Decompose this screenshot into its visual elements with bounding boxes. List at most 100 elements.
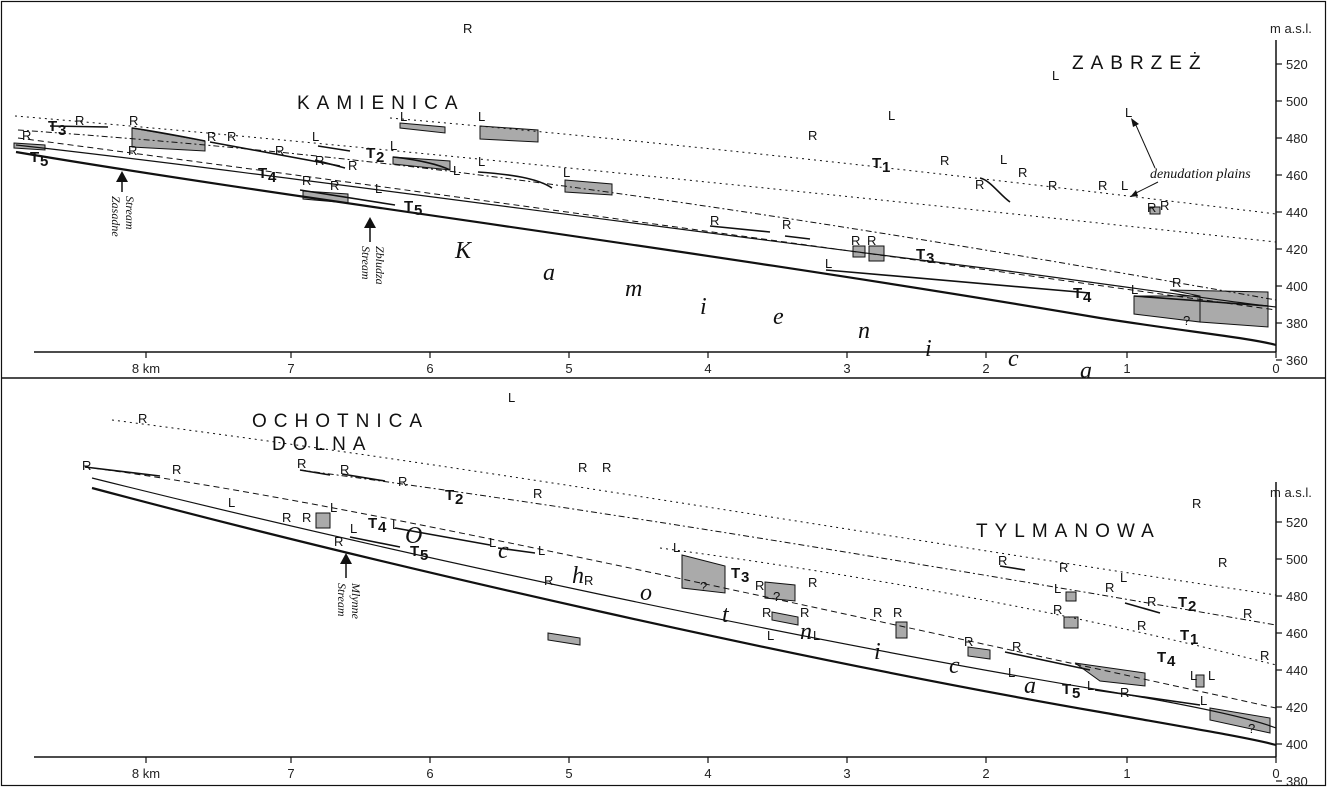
top-terrace-t4 <box>17 137 1277 311</box>
left-bank-label: L <box>489 535 496 550</box>
left-bank-label: L <box>1120 570 1127 585</box>
deposit <box>764 581 796 602</box>
deposit <box>1063 616 1079 629</box>
river-letter: O <box>405 523 422 549</box>
place-kamienica: KAMIENICA <box>297 93 465 114</box>
right-bank-label: R <box>207 129 216 144</box>
segment <box>84 466 161 477</box>
right-bank-label: R <box>975 177 984 192</box>
terrace-subscript: 4 <box>378 519 387 536</box>
right-bank-label: R <box>544 573 553 588</box>
top-panel: 520 500 480 460 440 420 400 380 360 8 km 7 6 5 4 3 2 1 0… <box>13 21 1312 384</box>
right-bank-label: R <box>1218 555 1227 570</box>
top-terrace-labels: T 3T 5 T 2T 4T 5T 1T 3T 4 <box>30 118 1092 306</box>
left-bank-label: L <box>1087 678 1094 693</box>
left-bank-label: L <box>1054 581 1061 596</box>
place-dolna: DOLNA <box>272 434 372 455</box>
unknown-mark: ? <box>700 579 707 594</box>
right-bank-label: R <box>1059 560 1068 575</box>
right-bank-label: R <box>1260 648 1269 663</box>
x-tick-label: 3 <box>843 766 850 781</box>
right-bank-label: R <box>1147 594 1156 609</box>
y-tick-label: 360 <box>1286 353 1308 368</box>
bottom-channel-bed <box>91 486 1277 747</box>
right-bank-label: R <box>808 575 817 590</box>
stream-word: Stream <box>335 583 349 617</box>
left-bank-label: L <box>538 543 545 558</box>
terrace-subscript: 4 <box>1083 289 1092 306</box>
y-tick-label: 380 <box>1286 774 1308 788</box>
place-ochotnica: OCHOTNICA <box>252 411 429 432</box>
x-tick-label: 4 <box>704 361 711 376</box>
arrow-head-icon <box>364 217 376 228</box>
unknown-mark: ? <box>1183 313 1190 328</box>
unknown-mark: ? <box>773 589 780 604</box>
bottom-terrace-t1 <box>111 419 1277 596</box>
top-deposits <box>13 122 1269 328</box>
right-bank-label: R <box>334 534 343 549</box>
deposit <box>868 245 885 262</box>
segment <box>1124 602 1161 614</box>
x-tick-label: 6 <box>426 361 433 376</box>
terrace-subscript: 4 <box>1167 653 1176 670</box>
deposit <box>1169 289 1269 328</box>
terrace-subscript: 2 <box>455 491 463 508</box>
right-bank-label: R <box>1048 178 1057 193</box>
x-tick-label: 1 <box>1123 766 1130 781</box>
terrace-subscript: 5 <box>414 202 422 219</box>
terrace-subscript: 5 <box>1072 685 1080 702</box>
segment <box>314 159 346 169</box>
place-tylmanowa: TYLMANOWA <box>976 521 1161 542</box>
bottom-floodplain <box>91 477 1277 729</box>
right-bank-label: R <box>893 605 902 620</box>
x-tick-label: 4 <box>704 766 711 781</box>
y-tick-label: 480 <box>1286 131 1308 146</box>
top-axis-unit: m a.s.l. <box>1270 21 1312 36</box>
right-bank-label: R <box>940 153 949 168</box>
right-bank-label: R <box>873 605 882 620</box>
right-bank-label: R <box>398 474 407 489</box>
left-bank-label: L <box>1200 693 1207 708</box>
right-bank-label: R <box>710 213 719 228</box>
terrace-label-t4: T <box>368 515 377 532</box>
deposit <box>681 554 726 594</box>
left-bank-label: L <box>767 628 774 643</box>
right-bank-label: R <box>1053 602 1062 617</box>
segment <box>394 527 491 546</box>
river-letter: e <box>773 304 784 330</box>
left-bank-label: L <box>813 628 820 643</box>
arrow-head-icon <box>1131 118 1139 127</box>
river-letter: c <box>949 653 960 679</box>
right-bank-label: R <box>1243 606 1252 621</box>
right-bank-label: R <box>1137 618 1146 633</box>
segment <box>497 547 536 554</box>
place-zabrzez: ZABRZEŻ <box>1072 53 1208 74</box>
right-bank-label: R <box>463 21 472 36</box>
right-bank-label: R <box>867 233 876 248</box>
right-bank-label: R <box>1012 639 1021 654</box>
stream-zasadne: Zasadne Stream <box>109 171 137 237</box>
segment <box>1094 689 1201 706</box>
right-bank-label: R <box>1018 165 1027 180</box>
right-bank-label: R <box>578 460 587 475</box>
x-tick-label: 7 <box>287 766 294 781</box>
top-terrace-t3 <box>17 129 1277 301</box>
river-letter: i <box>700 294 707 320</box>
x-tick-label: 3 <box>843 361 850 376</box>
y-tick-label: 440 <box>1286 205 1308 220</box>
river-letter: t <box>722 602 730 628</box>
terrace-label-t2: T <box>1178 594 1187 611</box>
right-bank-label: R <box>138 411 147 426</box>
terrace-label-t3: T <box>916 246 925 263</box>
x-tick-label: 0 <box>1272 361 1279 376</box>
left-bank-label: L <box>673 540 680 555</box>
left-bank-label: L <box>888 108 895 123</box>
y-tick-label: 440 <box>1286 663 1308 678</box>
x-tick-label: 6 <box>426 766 433 781</box>
y-tick-label: 460 <box>1286 168 1308 183</box>
left-bank-label: L <box>350 521 357 536</box>
terrace-label-t1: T <box>872 155 881 172</box>
